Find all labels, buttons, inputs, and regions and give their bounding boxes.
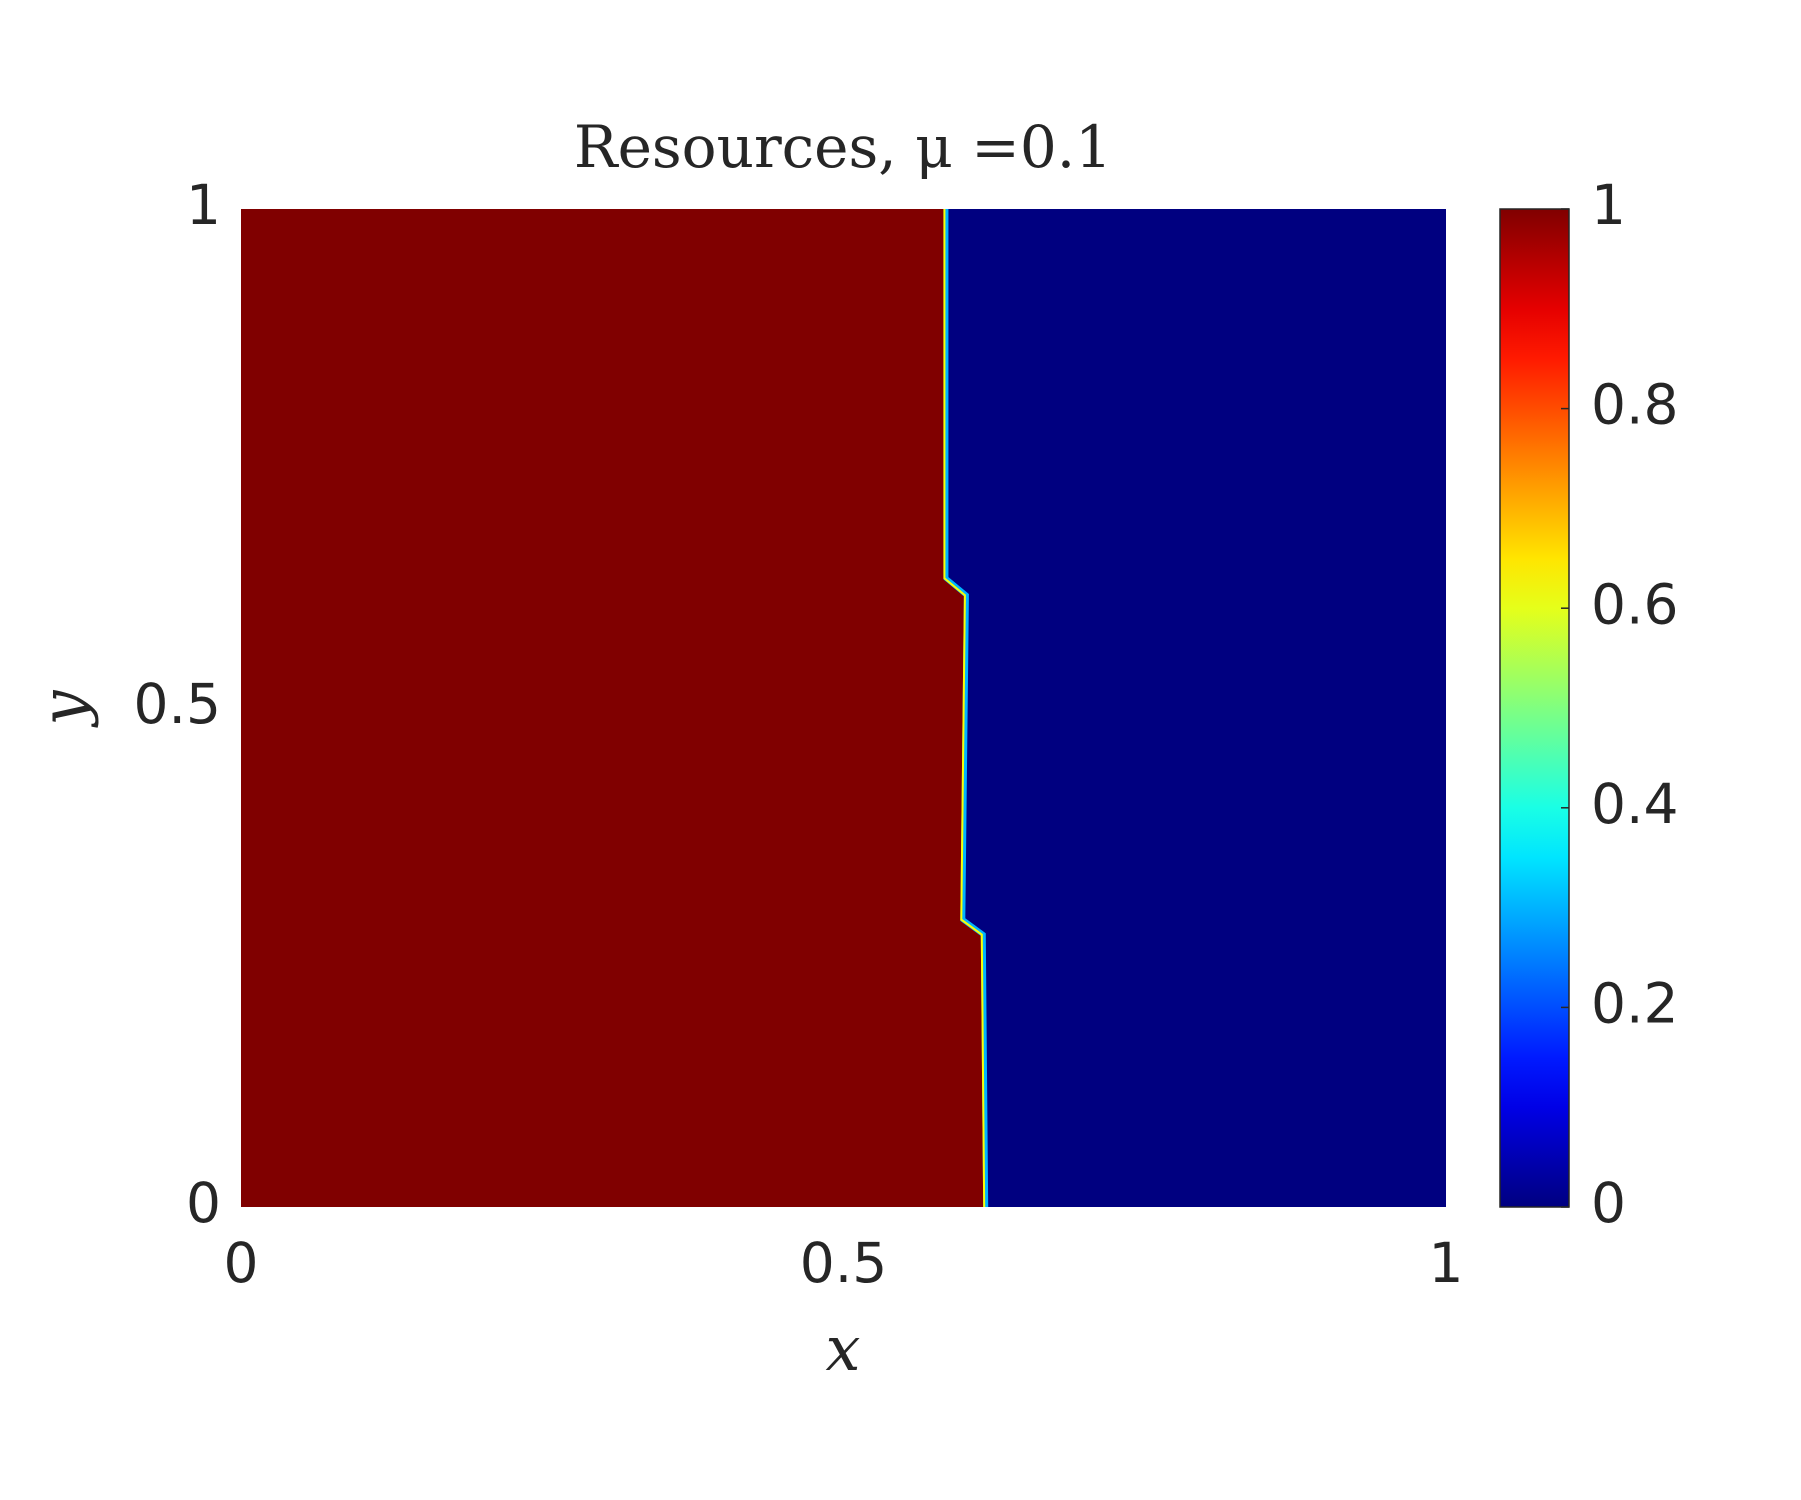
colorbar-tick-label: 0 xyxy=(1591,1171,1626,1235)
x-tick-label: 1 xyxy=(1429,1231,1464,1295)
colorbar-tick-label: 0.8 xyxy=(1591,373,1678,437)
plot-area xyxy=(241,209,1446,1207)
x-tick-label: 0.5 xyxy=(800,1231,887,1295)
right-region xyxy=(945,209,1446,1207)
colorbar-tick-label: 0.6 xyxy=(1591,572,1678,636)
y-tick-label: 0.5 xyxy=(134,672,221,736)
interface-line xyxy=(943,209,989,1207)
interface-core xyxy=(943,209,986,1207)
colorbar xyxy=(1499,208,1570,1208)
chart-title: Resources, μ =0.1 xyxy=(574,113,1112,181)
colorbar-tick-label: 0.2 xyxy=(1591,972,1678,1036)
y-axis-label: y xyxy=(27,690,100,729)
colorbar-tick-label: 0.4 xyxy=(1591,772,1678,836)
left-region xyxy=(241,209,986,1207)
y-tick-label: 1 xyxy=(186,173,221,237)
y-tick-label: 0 xyxy=(186,1171,221,1235)
colorbar-tick-label: 1 xyxy=(1591,173,1626,237)
x-axis-label: x xyxy=(826,1312,861,1385)
x-tick-label: 0 xyxy=(224,1231,259,1295)
